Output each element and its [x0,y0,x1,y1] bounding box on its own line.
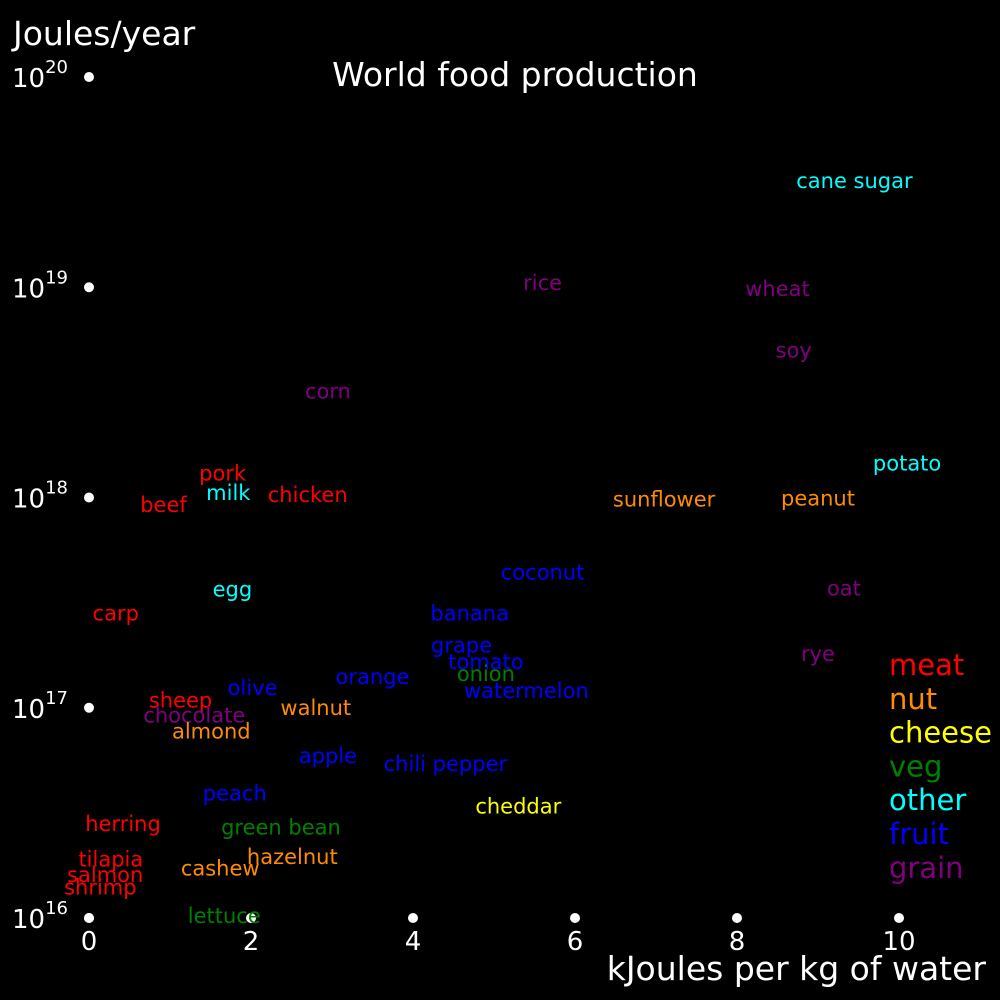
point-label: grape [431,633,492,657]
point-label: sunflower [613,487,716,511]
y-tick-label: 1016 [12,898,68,935]
point-label: tomato [448,650,524,674]
point-label: olive [228,676,278,700]
point-label: orange [336,665,410,689]
point-label: hazelnut [247,845,338,869]
point-label: cashew [181,856,260,880]
legend-item: veg [889,749,942,783]
x-tick-label: 10 [882,927,915,957]
point-label: lettuce [188,904,261,928]
x-tick-marker [732,913,742,923]
legend-item: fruit [889,817,949,851]
y-axis-ticks: 1016 1017 1018 1019 1020 [12,57,94,935]
y-tick-marker [84,492,94,503]
chart-title: World food production [332,55,698,94]
point-label: soy [776,339,812,363]
point-label: rye [801,642,835,666]
point-label: chili pepper [384,752,508,776]
y-axis-label: Joules/year [11,14,196,53]
point-label: egg [213,578,253,602]
point-label: salmon [67,863,143,887]
point-label: pork [199,462,247,486]
point-label: walnut [280,696,351,720]
point-label: shrimp [64,875,137,899]
x-tick-marker [894,913,904,923]
point-label: potato [873,452,941,476]
food-points: cane sugar rice wheat soy corn potato porkmilk… [64,169,941,928]
legend-item: grain [889,851,964,885]
point-label: green bean [221,815,341,839]
legend-item: cheese [889,716,992,750]
x-axis-ticks: 0 2 4 6 8 10 [81,913,916,957]
point-label: herring [85,812,161,836]
x-tick-label: 2 [243,927,260,957]
y-tick-marker [84,282,94,293]
point-label: coconut [501,560,585,584]
point-label: chicken [268,483,348,507]
y-tick-label: 1018 [12,478,68,515]
x-tick-label: 8 [729,927,746,957]
point-label: chocolate [143,703,245,727]
point-label: watermelon [464,679,589,703]
point-label: oat [827,576,861,600]
point-label: corn [305,379,351,403]
point-label: cheddar [475,794,561,818]
point-label: sheep [149,689,212,713]
point-label: milk [206,481,251,505]
point-label: tilapia [78,847,143,871]
x-tick-label: 4 [405,927,422,957]
point-label: apple [299,744,357,768]
point-label: wheat [745,277,810,301]
x-tick-marker [246,913,256,923]
point-label: peach [203,782,267,806]
y-tick-marker [84,72,94,82]
x-tick-label: 6 [567,927,584,957]
x-tick-marker [84,913,94,923]
x-tick-label: 0 [81,927,98,957]
point-label: carp [93,602,139,626]
y-tick-marker [84,702,94,713]
point-label: almond [172,720,251,744]
y-tick-label: 1017 [12,688,68,725]
y-tick-label: 1019 [12,267,68,304]
legend-item: nut [889,682,937,716]
legend-item: other [889,783,966,817]
point-label: onion [457,662,515,686]
legend-item: meat [889,648,964,682]
point-label: cane sugar [796,169,913,193]
y-tick-label: 1020 [12,57,68,94]
point-label: peanut [781,486,855,510]
x-tick-marker [570,913,580,923]
x-tick-marker [408,913,418,923]
x-axis-label: kJoules per kg of water [607,949,987,988]
point-label: rice [523,271,562,295]
point-label: banana [430,602,509,626]
point-label: beef [140,493,187,517]
